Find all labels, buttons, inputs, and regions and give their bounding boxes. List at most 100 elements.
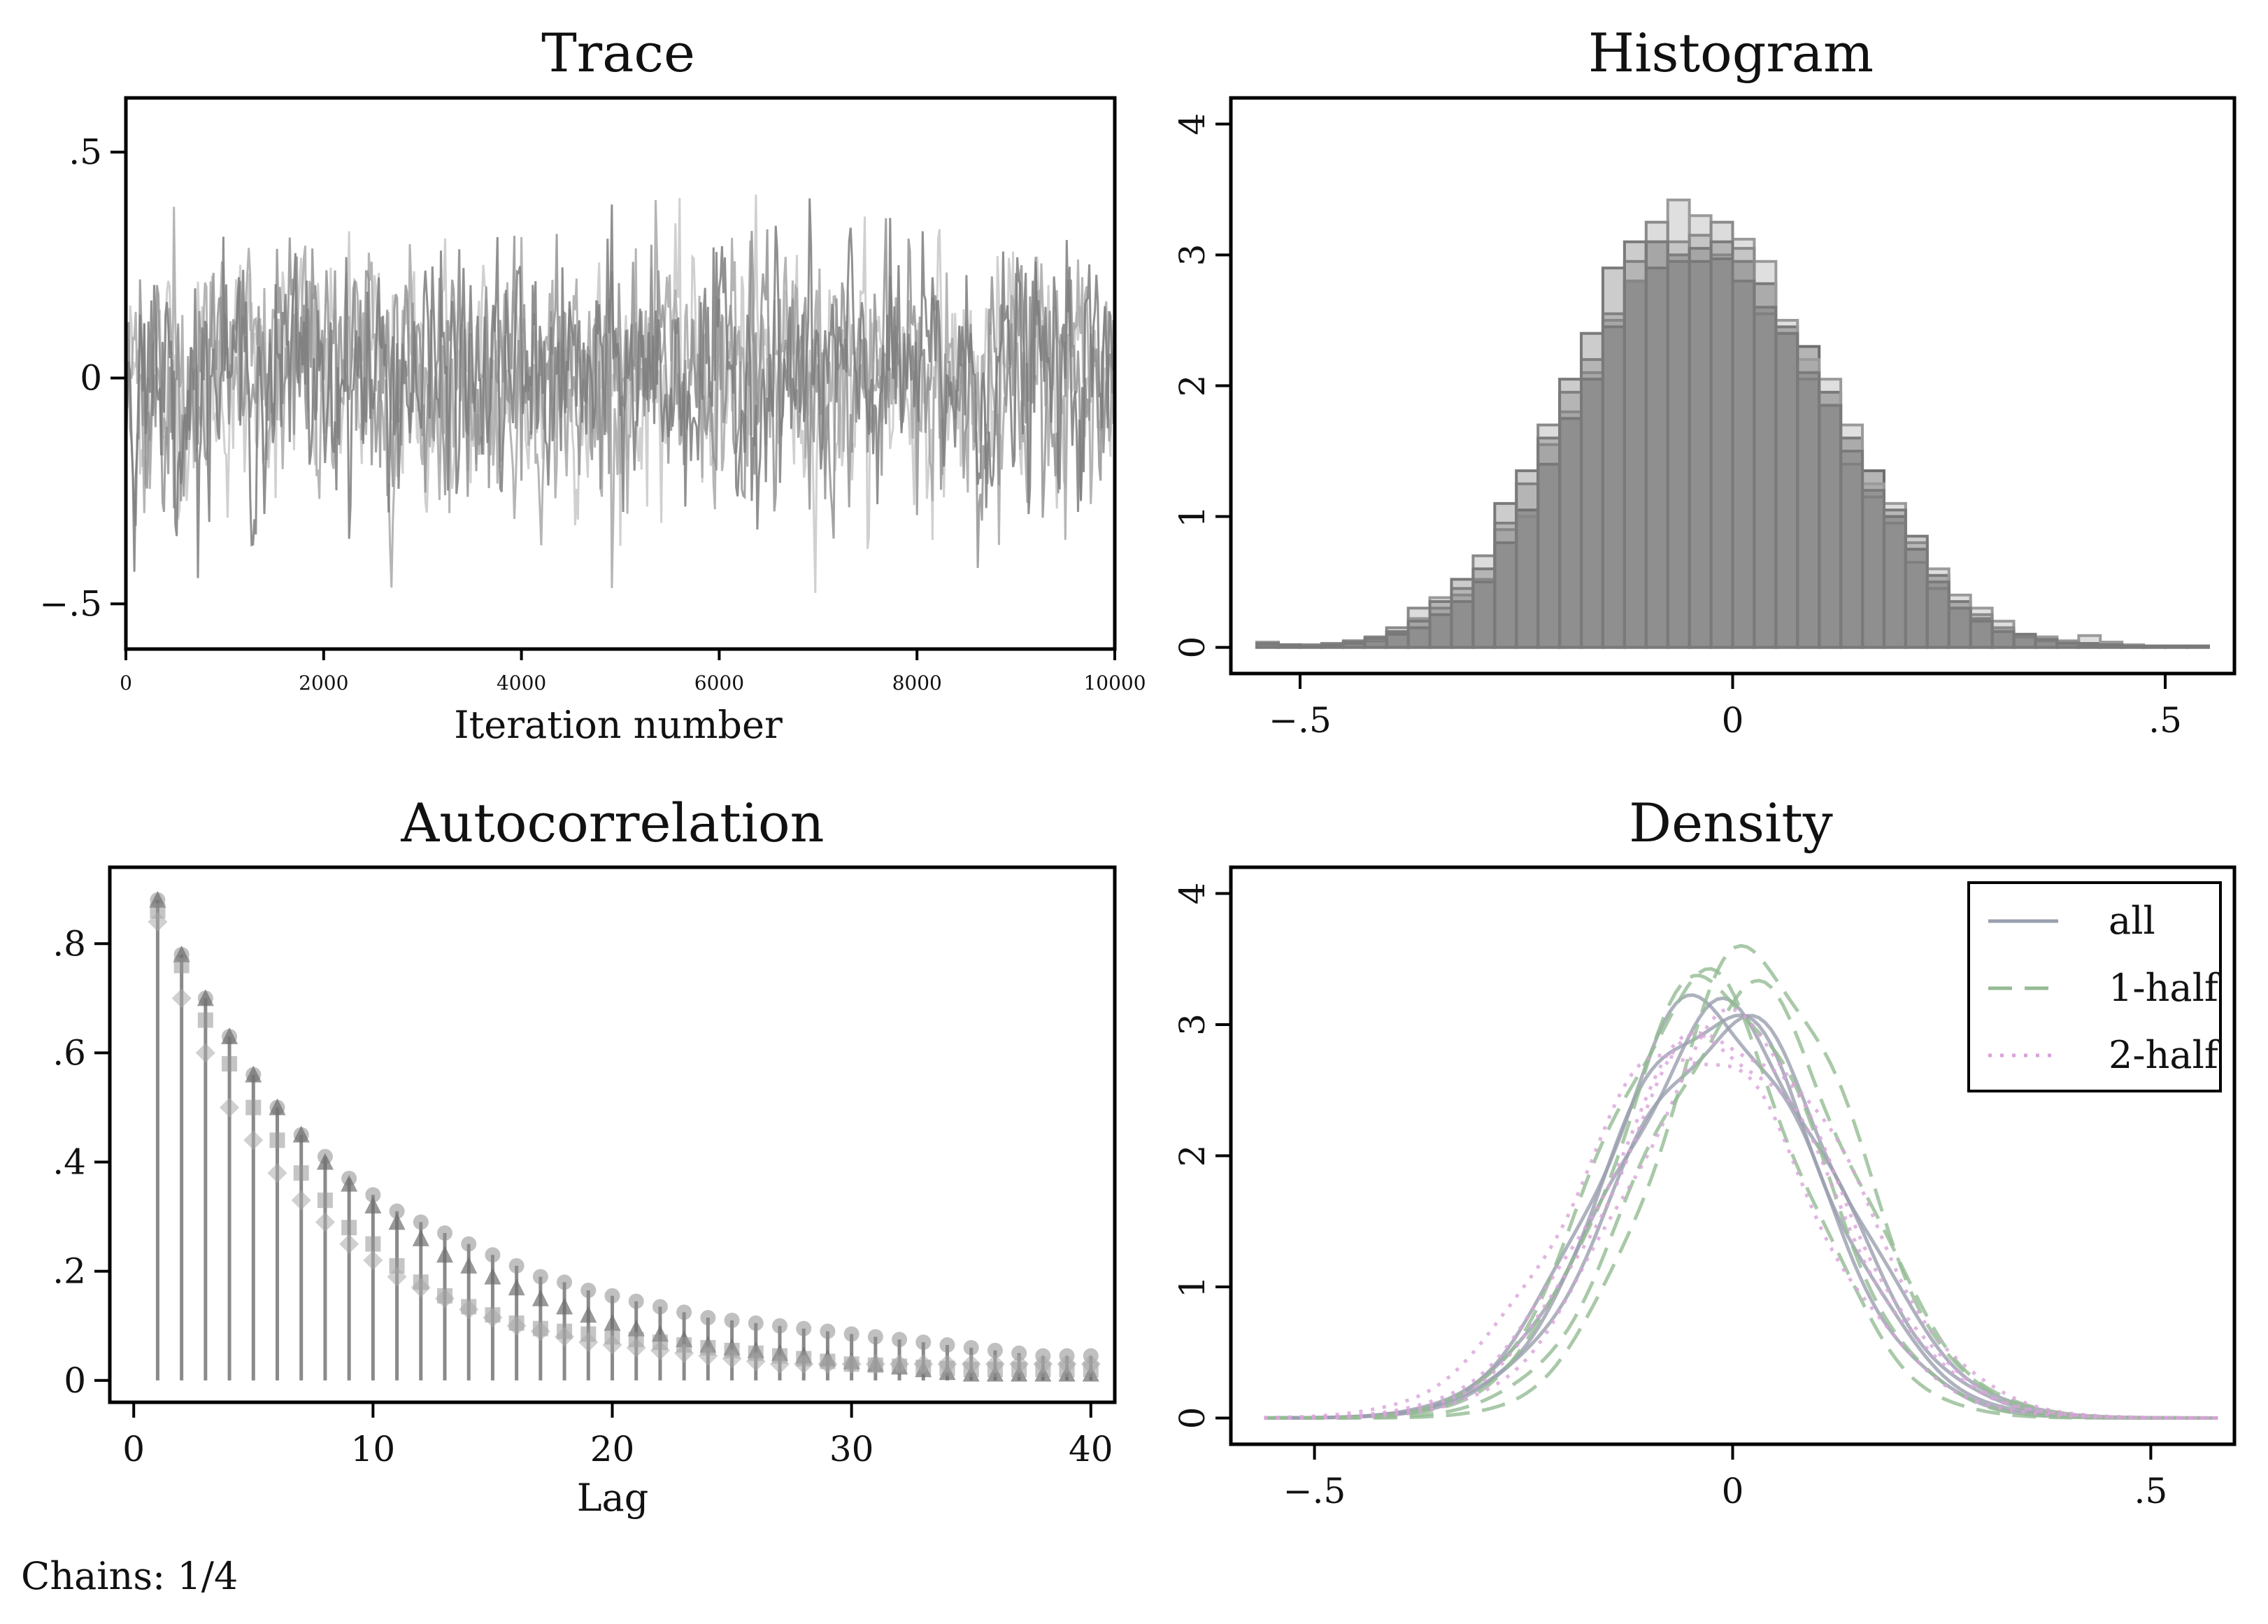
density-curve-2-half — [1264, 1053, 2218, 1420]
acf-point-circle — [843, 1326, 860, 1342]
histogram-bar — [1753, 306, 1778, 649]
acf-point-circle — [413, 1214, 429, 1230]
density-xtick-label: 0 — [1722, 1471, 1744, 1511]
acf-point-triangle — [269, 1098, 286, 1116]
acf-point-triangle — [316, 1153, 334, 1170]
histogram-bar — [1774, 332, 1799, 649]
histogram-panel: Histogram −.5 0 .5 0 1 2 3 4 — [1172, 22, 2237, 741]
autocorrelation-ytick-label: .2 — [52, 1251, 86, 1292]
acf-point-diamond — [1009, 1354, 1029, 1374]
autocorrelation-ytick-label: 0 — [64, 1360, 86, 1401]
histogram-bar — [1255, 641, 1281, 649]
histogram-bar — [1947, 606, 1972, 649]
trace-ytick-label: −.5 — [39, 583, 102, 624]
autocorrelation-ytick-label: .6 — [52, 1032, 86, 1073]
histogram-bar — [2185, 644, 2210, 649]
trace-y-axis: −.5 0 .5 — [39, 132, 126, 624]
histogram-bar — [1493, 501, 1518, 649]
density-xtick-label: .5 — [2134, 1471, 2168, 1511]
acf-point-diamond — [722, 1348, 742, 1369]
acf-point-circle — [461, 1236, 477, 1252]
trace-series-line — [124, 198, 1115, 578]
density-ytick-label: 4 — [1172, 883, 1213, 905]
acf-point-diamond — [195, 1043, 215, 1063]
histogram-bar — [1298, 644, 1323, 649]
acf-point-diamond — [363, 1251, 383, 1271]
acf-point-diamond — [243, 1130, 264, 1151]
acf-point-square — [222, 1056, 238, 1072]
acf-point-circle — [365, 1187, 381, 1203]
acf-point-diamond — [1080, 1354, 1101, 1374]
acf-point-diamond — [794, 1354, 814, 1374]
acf-point-triangle — [484, 1267, 501, 1285]
histogram-bar — [1990, 630, 2016, 649]
histogram-bar — [1277, 643, 1301, 649]
trace-xtick-label: 4000 — [497, 671, 546, 695]
acf-point-diamond — [387, 1267, 407, 1287]
histogram-xtick-label: −.5 — [1269, 700, 1332, 741]
density-curve-2-half — [1264, 1032, 2218, 1420]
acf-point-diamond — [459, 1299, 479, 1320]
histogram-bar — [1385, 630, 1410, 649]
density-x-axis: −.5 0 .5 — [1283, 1444, 2167, 1511]
acf-point-circle — [892, 1332, 908, 1348]
histogram-bar — [1363, 636, 1388, 649]
density-legend-label: 2-half — [2109, 1033, 2221, 1077]
histogram-ytick-label: 2 — [1172, 375, 1213, 397]
histogram-plot-area — [1255, 198, 2210, 649]
histogram-bar — [1450, 578, 1475, 649]
trace-xtick-label: 2000 — [299, 671, 348, 695]
acf-point-diamond — [506, 1316, 527, 1336]
density-curve-1-half — [1264, 967, 2218, 1420]
acf-point-diamond — [411, 1278, 431, 1298]
acf-point-triangle — [221, 1027, 238, 1044]
acf-point-circle — [676, 1304, 692, 1320]
acf-point-diamond — [530, 1321, 550, 1341]
trace-xlabel: Iteration number — [454, 703, 783, 747]
histogram-x-axis: −.5 0 .5 — [1269, 674, 2182, 741]
density-plot-area — [1264, 943, 2218, 1420]
acf-point-circle — [1011, 1345, 1027, 1361]
acf-point-triangle — [604, 1313, 621, 1331]
acf-point-triangle — [292, 1125, 310, 1143]
acf-point-circle — [437, 1225, 452, 1241]
acf-point-diamond — [698, 1346, 718, 1366]
acf-point-diamond — [220, 1097, 240, 1118]
histogram-bar — [1666, 240, 1691, 649]
autocorrelation-xtick-label: 20 — [590, 1429, 635, 1469]
histogram-xtick-label: .5 — [2148, 700, 2182, 741]
density-legend-label: all — [2109, 899, 2155, 943]
acf-point-circle — [796, 1320, 812, 1337]
autocorrelation-ytick-label: .8 — [52, 923, 86, 964]
histogram-title: Histogram — [1588, 22, 1874, 84]
acf-point-circle — [724, 1312, 740, 1328]
acf-point-square — [365, 1236, 381, 1252]
acf-point-circle — [532, 1269, 548, 1285]
density-y-axis: 0 1 2 3 4 — [1172, 883, 1231, 1429]
density-curve-2-half — [1264, 1007, 2218, 1420]
autocorrelation-y-axis: 0 .2 .4 .6 .8 — [52, 923, 110, 1401]
trace-series-line — [124, 218, 1116, 569]
histogram-xtick-label: 0 — [1722, 700, 1744, 741]
acf-point-square — [173, 957, 190, 974]
histogram-ytick-label: 3 — [1172, 244, 1213, 266]
acf-point-square — [245, 1099, 262, 1116]
histogram-bar — [1536, 436, 1562, 649]
histogram-bar — [1688, 247, 1713, 649]
acf-point-triangle — [436, 1246, 453, 1263]
chains-footer: Chains: 1/4 — [21, 1554, 238, 1598]
density-ytick-label: 2 — [1172, 1145, 1213, 1167]
histogram-bar — [1558, 378, 1583, 649]
acf-point-diamond — [770, 1354, 790, 1374]
acf-point-square — [150, 903, 166, 919]
histogram-bar — [1601, 266, 1626, 649]
histogram-bar — [1515, 508, 1540, 649]
histogram-bar — [1969, 620, 1994, 649]
histogram-bar — [1731, 279, 1756, 649]
histogram-bar — [1796, 371, 1821, 649]
acf-point-square — [197, 1012, 213, 1028]
trace-xtick-label: 6000 — [694, 671, 744, 695]
histogram-bar — [1622, 240, 1648, 649]
histogram-bar — [2012, 632, 2037, 649]
histogram-bar — [1904, 534, 1929, 649]
